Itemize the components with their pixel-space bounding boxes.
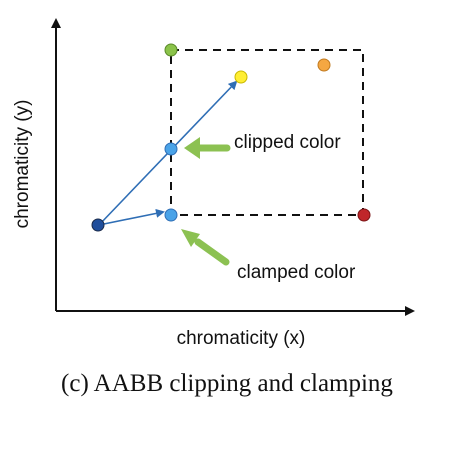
x-axis-label: chromaticity (x) [177,328,306,349]
origin-point [91,218,105,232]
corner-point-bottom-right [357,208,371,222]
sample-point-orange [317,58,331,72]
aabb-box [170,49,364,216]
clipped-pointer-arrow-icon [184,137,231,159]
clipped-color-point [164,142,178,156]
figure-caption: (c) AABB clipping and clamping [61,370,393,397]
corner-point-top-left [164,43,178,57]
clamped-pointer-arrow-icon [181,229,230,266]
sample-point-yellow [234,70,248,84]
clamped-color-label: clamped color [237,262,356,283]
vector-to-clamped [98,208,165,226]
y-axis-label: chromaticity (y) [12,100,33,229]
clamped-color-point [164,208,178,222]
clipped-color-label: clipped color [234,132,341,153]
